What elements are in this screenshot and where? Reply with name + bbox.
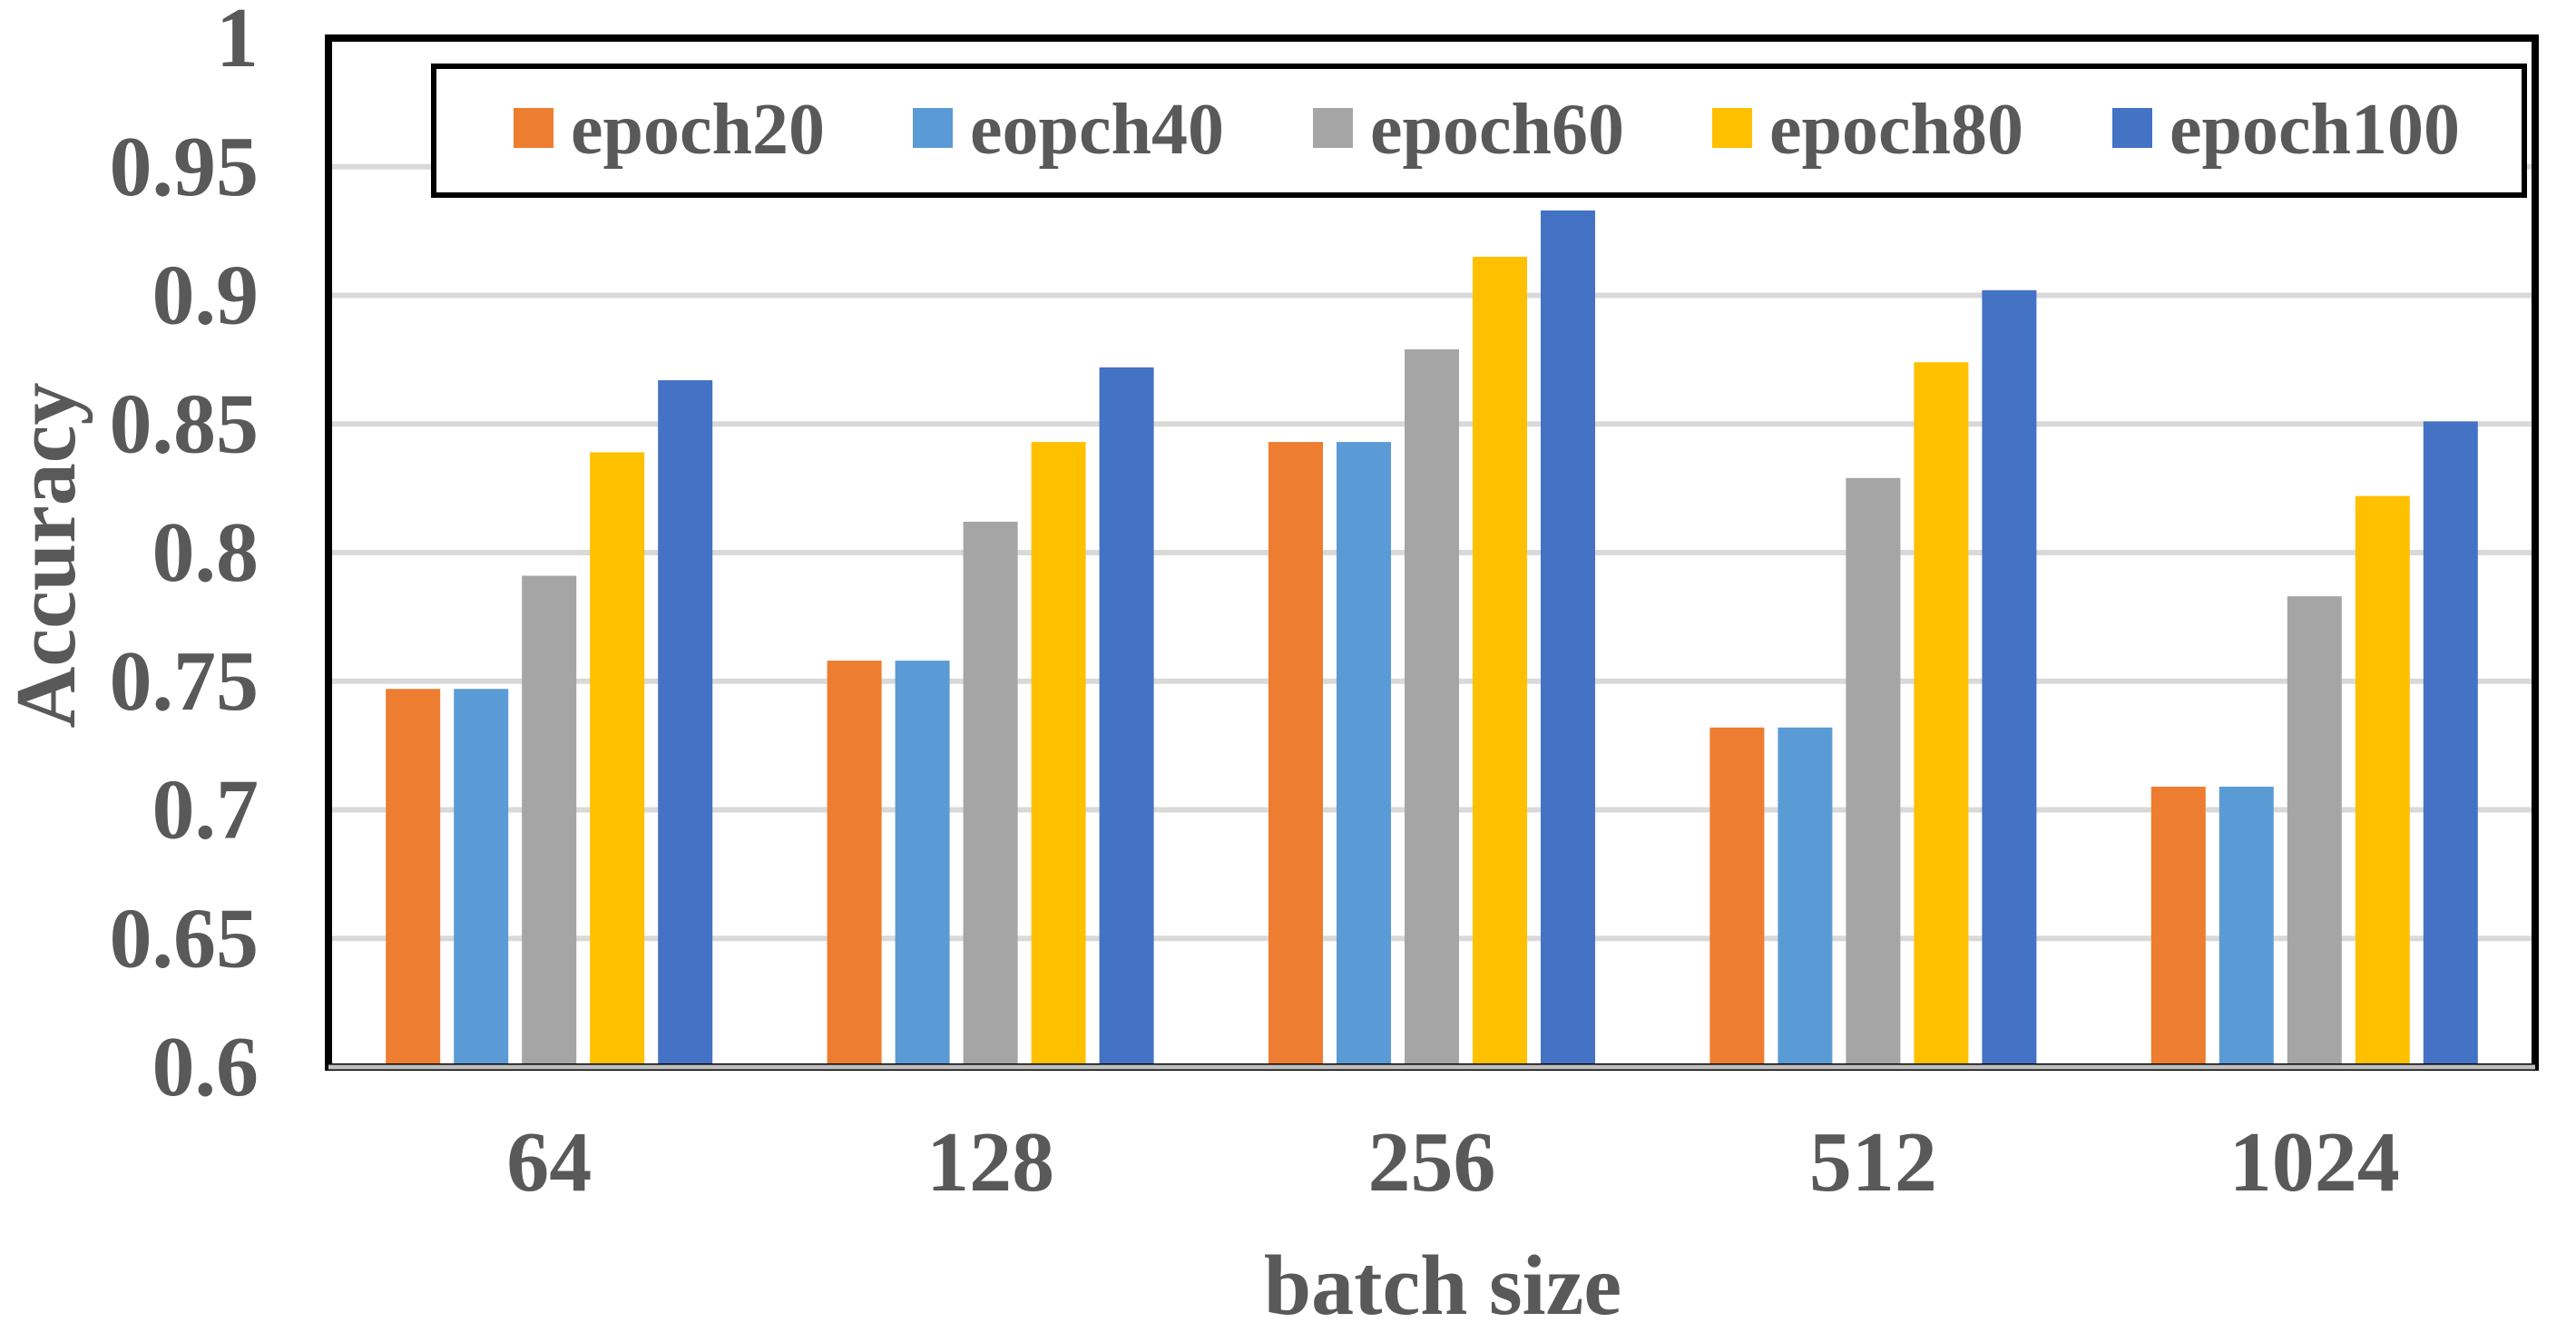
y-tick-label: 0.95	[110, 120, 260, 214]
bar-epoch60-1024	[2287, 596, 2342, 1067]
legend-swatch-epoch100	[2112, 108, 2152, 148]
bar-epoch100-256	[1541, 210, 1595, 1067]
y-tick-label: 0.85	[110, 377, 260, 471]
y-tick-labels: 0.6 0.65 0.7 0.75 0.8 0.85 0.9 0.95 1	[110, 0, 260, 1114]
y-tick-label: 0.8	[152, 505, 260, 600]
bar-epoch80-64	[590, 452, 645, 1067]
bar-epoch80-128	[1031, 442, 1086, 1068]
legend-label-epoch100: epoch100	[2170, 90, 2460, 170]
bar-epoch100-512	[1982, 289, 2037, 1068]
legend-items: epoch20 eopch40 epoch60 epoch80 epoch100	[514, 90, 2460, 170]
y-tick-label: 0.7	[152, 763, 260, 857]
bar-epoch100-128	[1099, 367, 1154, 1067]
y-tick-label: 1	[216, 0, 259, 85]
bar-eopch40-512	[1778, 727, 1833, 1067]
bar-eopch40-128	[895, 661, 950, 1067]
bar-epoch60-64	[522, 575, 577, 1067]
x-tick-label: 64	[506, 1115, 592, 1210]
bar-epoch100-1024	[2423, 421, 2478, 1067]
y-tick-label: 0.75	[110, 634, 260, 729]
bar-epoch100-64	[658, 380, 713, 1067]
legend-swatch-eopch40	[913, 108, 953, 148]
legend-frame	[431, 64, 2527, 198]
legend-label-epoch20: epoch20	[571, 90, 825, 170]
x-axis-title: batch size	[1264, 1239, 1621, 1333]
bar-eopch40-64	[454, 689, 509, 1067]
legend-label-epoch60: epoch60	[1370, 90, 1624, 170]
bar-eopch40-1024	[2218, 786, 2274, 1067]
y-tick-label: 0.9	[152, 249, 260, 343]
y-tick-label: 0.6	[152, 1020, 260, 1114]
legend-label-eopch40: eopch40	[970, 90, 1224, 170]
bar-epoch60-128	[963, 521, 1018, 1067]
bar-epoch80-512	[1914, 362, 1969, 1068]
bars	[386, 210, 2478, 1068]
x-tick-label: 128	[926, 1115, 1054, 1210]
bar-epoch20-128	[827, 661, 882, 1067]
legend-label-epoch80: epoch80	[1769, 90, 2023, 170]
legend-swatch-epoch20	[514, 108, 553, 148]
legend-swatch-epoch60	[1313, 108, 1353, 148]
bar-epoch60-512	[1846, 477, 1901, 1067]
bar-epoch20-1024	[2150, 786, 2206, 1067]
x-tick-labels: 64 128 256 512 1024	[506, 1115, 2400, 1210]
legend: epoch20 eopch40 epoch60 epoch80 epoch100	[431, 64, 2527, 198]
y-axis-title: Accuracy	[0, 382, 93, 728]
bar-epoch20-256	[1268, 442, 1323, 1068]
bar-eopch40-256	[1337, 442, 1391, 1068]
x-tick-label: 1024	[2229, 1115, 2400, 1210]
y-tick-label: 0.65	[110, 891, 260, 985]
x-tick-label: 512	[1809, 1115, 1937, 1210]
x-tick-label: 256	[1368, 1115, 1496, 1210]
bar-epoch80-1024	[2355, 495, 2410, 1067]
bar-epoch80-256	[1473, 256, 1527, 1068]
legend-swatch-epoch80	[1712, 108, 1752, 148]
bar-epoch20-64	[386, 689, 441, 1067]
bar-epoch60-256	[1405, 349, 1459, 1067]
bar-epoch20-512	[1709, 727, 1765, 1067]
